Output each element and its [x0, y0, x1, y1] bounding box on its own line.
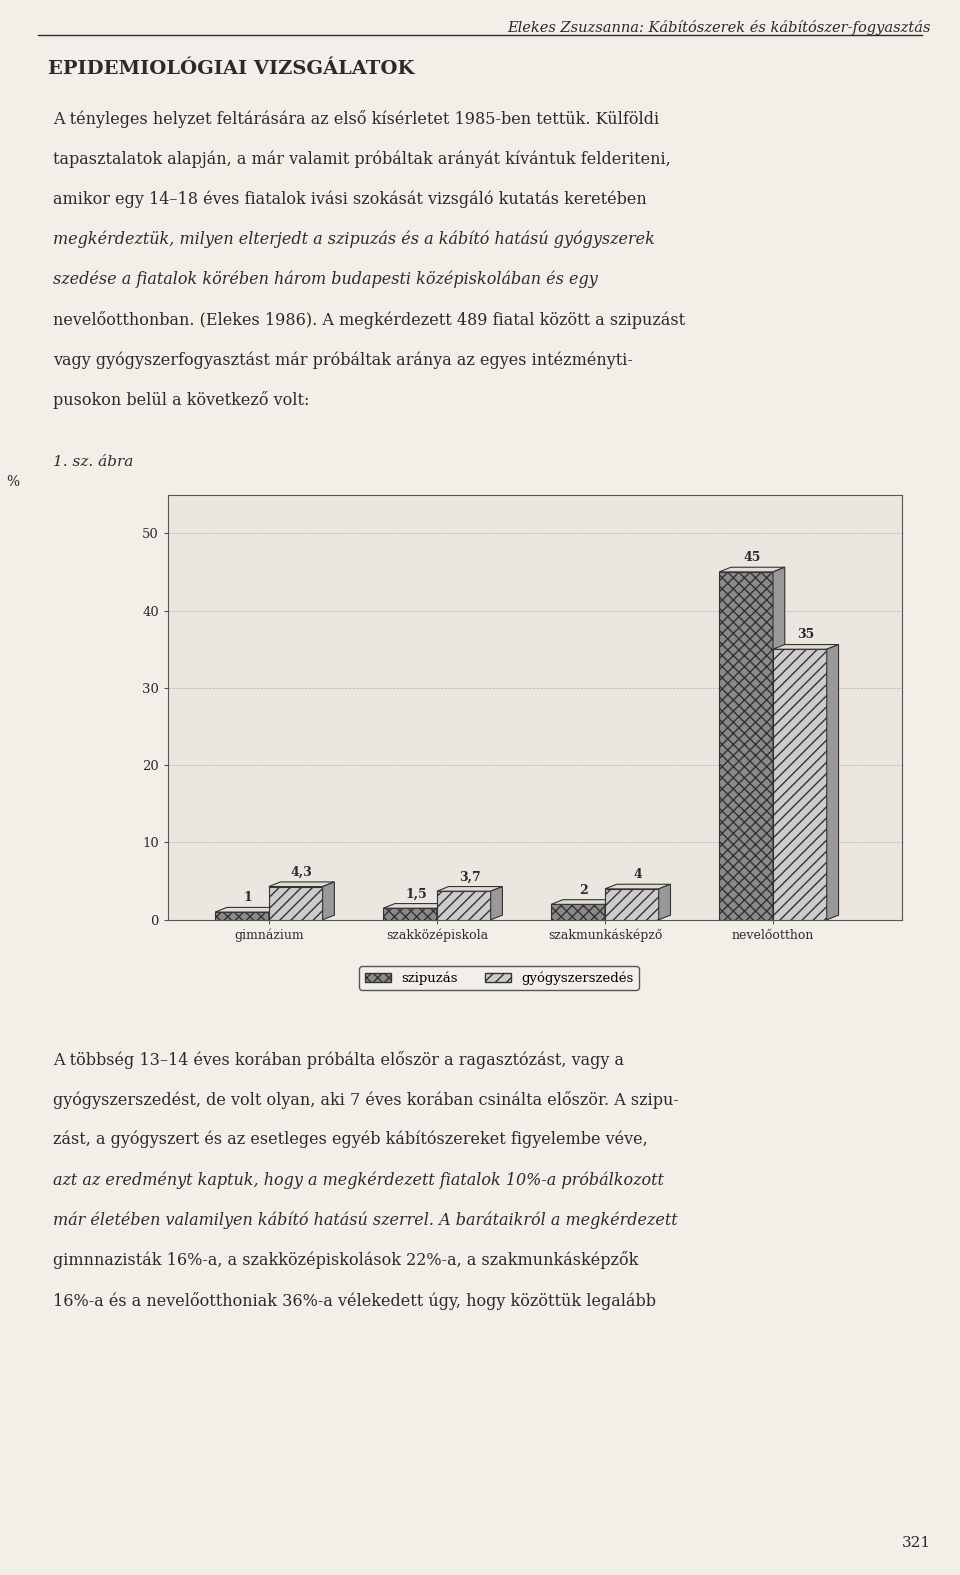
Polygon shape	[773, 644, 838, 649]
Polygon shape	[719, 567, 784, 572]
Text: 1,5: 1,5	[405, 887, 427, 901]
Text: 2: 2	[580, 884, 588, 896]
Polygon shape	[383, 909, 437, 920]
Text: EPIDEMIOLÓGIAI VIZSGÁLATOK: EPIDEMIOLÓGIAI VIZSGÁLATOK	[48, 60, 415, 77]
Text: A tényleges helyzet feltárására az első kísérletet 1985-ben tettük. Külföldi: A tényleges helyzet feltárására az első …	[53, 110, 659, 128]
Polygon shape	[269, 907, 280, 920]
Text: 35: 35	[797, 628, 814, 641]
Polygon shape	[269, 882, 334, 887]
Polygon shape	[659, 884, 670, 920]
Text: 45: 45	[743, 551, 760, 564]
Text: megkérdeztük, milyen elterjedt a szipuzás és a kábító hatású gyógyszerek: megkérdeztük, milyen elterjedt a szipuzá…	[53, 230, 655, 249]
Polygon shape	[827, 644, 838, 920]
Text: gimnnazisták 16%-a, a szakközépiskolások 22%-a, a szakmunkásképzők: gimnnazisták 16%-a, a szakközépiskolások…	[53, 1251, 638, 1269]
Text: azt az eredményt kaptuk, hogy a megkérdezett fiatalok 10%-a próbálkozott: azt az eredményt kaptuk, hogy a megkérde…	[53, 1172, 663, 1189]
Text: 16%-a és a nevelőotthoniak 36%-a vélekedett úgy, hogy közöttük legalább: 16%-a és a nevelőotthoniak 36%-a véleked…	[53, 1292, 656, 1309]
Polygon shape	[437, 887, 502, 891]
Text: szedése a fiatalok körében három budapesti középiskolában és egy: szedése a fiatalok körében három budapes…	[53, 271, 597, 288]
Text: %: %	[7, 476, 19, 490]
Polygon shape	[323, 882, 334, 920]
Text: A többség 13–14 éves korában próbálta először a ragasztózást, vagy a: A többség 13–14 éves korában próbálta el…	[53, 1051, 624, 1068]
Legend: szipuzás, gyógyszerszedés: szipuzás, gyógyszerszedés	[359, 965, 639, 991]
Text: 1. sz. ábra: 1. sz. ábra	[53, 455, 133, 469]
Polygon shape	[605, 899, 616, 920]
Polygon shape	[437, 891, 491, 920]
Text: zást, a gyógyszert és az esetleges egyéb kábítószereket figyelembe véve,: zást, a gyógyszert és az esetleges egyéb…	[53, 1131, 648, 1148]
Polygon shape	[269, 887, 323, 920]
Polygon shape	[605, 888, 659, 920]
Polygon shape	[215, 907, 280, 912]
Polygon shape	[551, 904, 605, 920]
Polygon shape	[773, 649, 827, 920]
Text: 4: 4	[634, 868, 642, 880]
Polygon shape	[215, 912, 269, 920]
Text: 321: 321	[902, 1536, 931, 1550]
Polygon shape	[719, 572, 773, 920]
Polygon shape	[605, 884, 670, 888]
Text: nevelőotthonban. (Elekes 1986). A megkérdezett 489 fiatal között a szipuzást: nevelőotthonban. (Elekes 1986). A megkér…	[53, 312, 684, 329]
Text: 4,3: 4,3	[291, 866, 312, 879]
Polygon shape	[437, 904, 448, 920]
Polygon shape	[491, 887, 502, 920]
Text: vagy gyógyszerfogyasztást már próbáltak aránya az egyes intézményti-: vagy gyógyszerfogyasztást már próbáltak …	[53, 351, 633, 369]
Text: amikor egy 14–18 éves fiatalok ivási szokását vizsgáló kutatás keretében: amikor egy 14–18 éves fiatalok ivási szo…	[53, 191, 646, 208]
Text: tapasztalatok alapján, a már valamit próbáltak arányát kívántuk felderiteni,: tapasztalatok alapján, a már valamit pró…	[53, 150, 670, 169]
Text: Elekes Zsuzsanna: Kábítószerek és kábítószer-fogyasztás: Elekes Zsuzsanna: Kábítószerek és kábító…	[508, 19, 931, 35]
Text: pusokon belül a következő volt:: pusokon belül a következő volt:	[53, 391, 309, 410]
Polygon shape	[383, 904, 448, 909]
Polygon shape	[551, 899, 616, 904]
Polygon shape	[773, 567, 784, 920]
Text: már életében valamilyen kábító hatású szerrel. A barátaikról a megkérdezett: már életében valamilyen kábító hatású sz…	[53, 1211, 678, 1228]
Text: gyógyszerszedést, de volt olyan, aki 7 éves korában csinálta először. A szipu-: gyógyszerszedést, de volt olyan, aki 7 é…	[53, 1090, 679, 1109]
Text: 3,7: 3,7	[459, 871, 481, 884]
Text: 1: 1	[244, 891, 252, 904]
